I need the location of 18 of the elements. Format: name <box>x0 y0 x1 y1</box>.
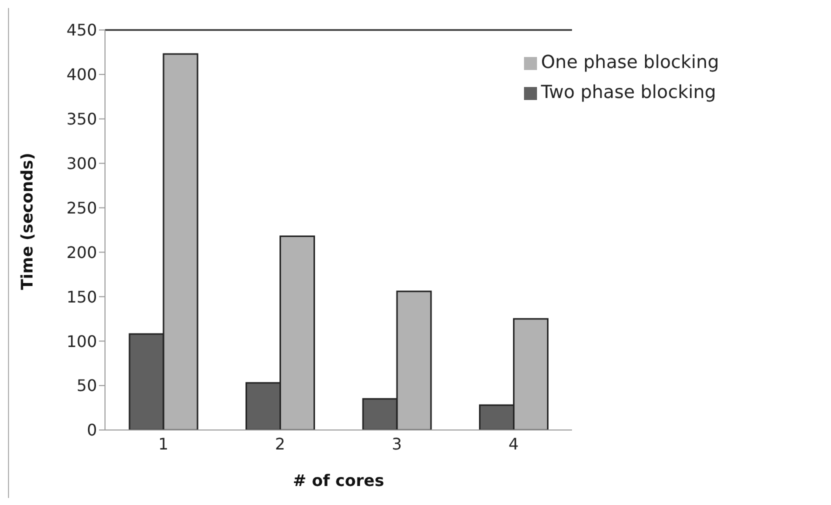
x-axis-title: # of cores <box>292 471 384 490</box>
x-tick-label: 1 <box>158 434 168 454</box>
x-tick-label: 4 <box>508 434 519 454</box>
y-tick-label: 350 <box>66 110 97 129</box>
x-tick-label: 2 <box>275 434 286 454</box>
y-tick-label: 250 <box>66 198 97 218</box>
y-tick-label: 100 <box>66 332 97 351</box>
y-tick-label: 300 <box>66 154 97 174</box>
y-tick-label: 400 <box>66 65 97 84</box>
legend-label: Two phase blocking <box>541 82 716 103</box>
y-tick-label: 450 <box>66 20 97 40</box>
x-tick-label: 3 <box>392 434 402 454</box>
y-tick-label: 150 <box>66 287 97 306</box>
y-axis-title: Time (seconds) <box>18 152 37 290</box>
y-tick-label: 200 <box>66 242 97 262</box>
y-tick-label: 0 <box>86 420 97 440</box>
y-tick-label: 50 <box>76 376 97 396</box>
legend-label: One phase blocking <box>541 52 720 73</box>
